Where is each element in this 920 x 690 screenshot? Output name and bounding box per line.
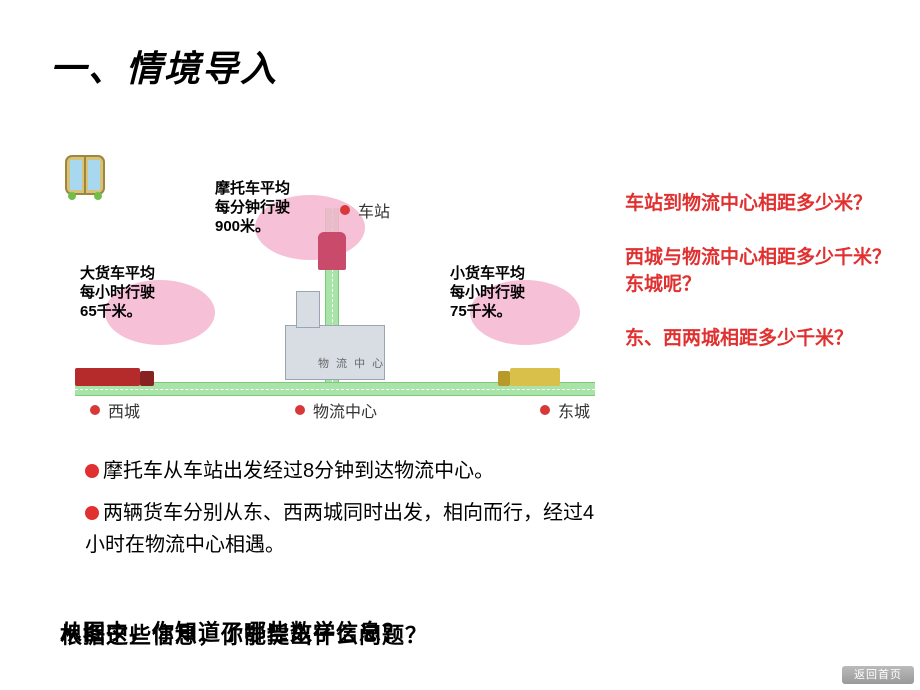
bullet-icon: [85, 506, 99, 520]
small-truck-speed-label: 小货车平均每小时行驶75千米。: [450, 265, 525, 321]
question-2: 西城与物流中心相距多少千米？东城呢？: [625, 244, 905, 299]
label-east-city: 东城: [558, 398, 590, 422]
window-icon: [60, 150, 110, 200]
building-label: 物 流 中 心: [318, 355, 385, 371]
question-list: 车站到物流中心相距多少米？ 西城与物流中心相距多少千米？东城呢？ 东、西两城相距…: [625, 190, 905, 378]
motorcycle-speed-label: 摩托车平均每分钟行驶900米。: [215, 180, 290, 236]
big-truck-icon: [75, 368, 140, 386]
question-3: 东、西两城相距多少千米？: [625, 325, 905, 353]
section-title: 一、情境导入: [50, 40, 278, 92]
dot-logistics-center: [295, 405, 305, 415]
bullet-icon: [85, 464, 99, 478]
big-truck-speed-label: 大货车平均每小时行驶65千米。: [80, 265, 155, 321]
fact-1: 摩托车从车站出发经过8分钟到达物流中心。: [85, 455, 605, 487]
return-home-button[interactable]: 返回首页: [842, 666, 914, 684]
dot-east-city: [540, 405, 550, 415]
dot-west-city: [90, 405, 100, 415]
fact-list: 摩托车从车站出发经过8分钟到达物流中心。 两辆货车分别从东、西两城同时出发，相向…: [85, 455, 605, 571]
question-1: 车站到物流中心相距多少米？: [625, 190, 905, 218]
label-logistics-center: 物流中心: [313, 398, 377, 422]
fact-2: 两辆货车分别从东、西两城同时出发，相向而行，经过4小时在物流中心相遇。: [85, 497, 605, 561]
label-west-city: 西城: [108, 398, 140, 422]
prompt-line-2: 根据这些信息，你能提出什么问题？: [60, 618, 428, 650]
scenario-diagram: 摩托车平均每分钟行驶900米。 大货车平均每小时行驶65千米。 小货车平均每小时…: [40, 150, 600, 430]
logistics-building: [285, 325, 385, 380]
motorcycle-icon: [318, 232, 346, 270]
label-station: 车站: [358, 198, 390, 222]
dot-station: [340, 205, 350, 215]
fact-1-text: 摩托车从车站出发经过8分钟到达物流中心。: [103, 460, 494, 482]
small-truck-icon: [510, 368, 560, 386]
fact-2-text: 两辆货车分别从东、西两城同时出发，相向而行，经过4小时在物流中心相遇。: [85, 502, 594, 556]
